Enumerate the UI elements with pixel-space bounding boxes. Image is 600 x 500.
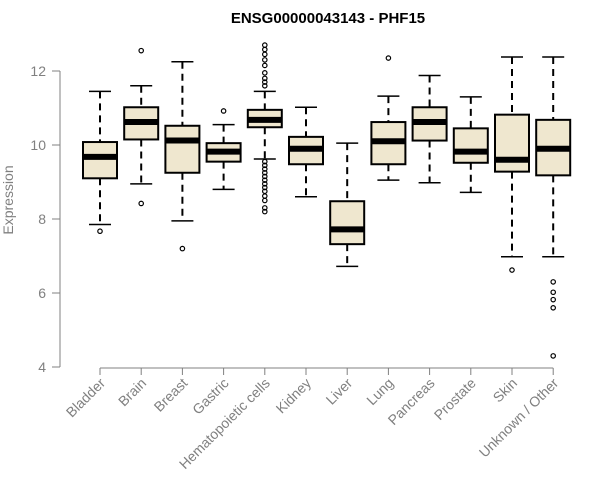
y-tick-label: 6	[38, 285, 46, 301]
outlier-point	[97, 228, 103, 235]
axes: 4 6 8 10 12	[30, 63, 554, 375]
box-group	[535, 56, 572, 359]
box-group	[329, 142, 366, 268]
outlier-point	[550, 304, 557, 311]
box-group	[123, 47, 160, 207]
outlier-point	[261, 166, 268, 172]
outlier-point	[550, 353, 557, 359]
box-group	[494, 56, 530, 273]
outlier-point	[385, 55, 392, 61]
outlier-point	[509, 267, 515, 273]
outlier-point	[261, 169, 268, 176]
box-group	[370, 55, 407, 181]
outlier-point	[261, 51, 268, 58]
outlier-point	[261, 173, 268, 180]
outlier-point	[261, 197, 268, 204]
outlier-point	[261, 57, 268, 63]
x-tick-label: Kidney	[273, 375, 315, 417]
iqr-box	[452, 127, 489, 164]
y-tick-label: 8	[38, 211, 46, 227]
box-group	[411, 74, 448, 184]
chart-title: ENSG00000043143 - PHF15	[231, 10, 425, 27]
outlier-point	[138, 200, 145, 207]
box-group	[205, 108, 242, 191]
iqr-box	[164, 124, 201, 174]
outlier-point	[550, 289, 557, 296]
iqr-box	[329, 200, 366, 246]
y-tick-label: 12	[30, 63, 46, 79]
outlier-point	[261, 62, 268, 69]
outlier-point	[261, 162, 268, 169]
outlier-point	[550, 279, 557, 285]
outlier-point	[261, 79, 268, 85]
outlier-point	[261, 184, 268, 191]
x-tick-label: Bladder	[63, 375, 109, 421]
y-tick-label: 10	[30, 137, 46, 153]
outlier-point	[550, 296, 557, 303]
outlier-point	[261, 75, 268, 82]
iqr-box	[494, 113, 530, 173]
outlier-point	[261, 70, 268, 76]
outlier-point	[261, 46, 268, 53]
outlier-point	[261, 208, 268, 215]
y-tick-label: 4	[38, 359, 46, 375]
iqr-box	[82, 141, 118, 180]
outlier-point	[261, 177, 268, 183]
outlier-point	[138, 47, 145, 54]
x-tick-label: Brain	[115, 375, 149, 409]
outlier-point	[220, 108, 227, 114]
outlier-point	[261, 205, 268, 211]
box-group	[82, 90, 118, 235]
x-tick-label: Breast	[151, 375, 191, 415]
outlier-point	[261, 181, 268, 187]
x-tick-label: Liver	[323, 375, 356, 408]
outlier-point	[261, 83, 268, 89]
outlier-point	[261, 193, 268, 199]
outlier-point	[261, 42, 268, 48]
boxes	[82, 42, 572, 359]
x-tick-label: Prostate	[431, 375, 479, 423]
x-tick-label: Skin	[490, 375, 521, 406]
x-tick-label: Lung	[363, 375, 396, 408]
y-axis-title: Expression	[0, 165, 16, 234]
box-group	[452, 96, 489, 194]
box-group	[246, 42, 283, 215]
box-group	[164, 61, 201, 252]
box-group	[288, 106, 324, 198]
outlier-point	[179, 245, 186, 252]
outlier-point	[261, 158, 268, 165]
